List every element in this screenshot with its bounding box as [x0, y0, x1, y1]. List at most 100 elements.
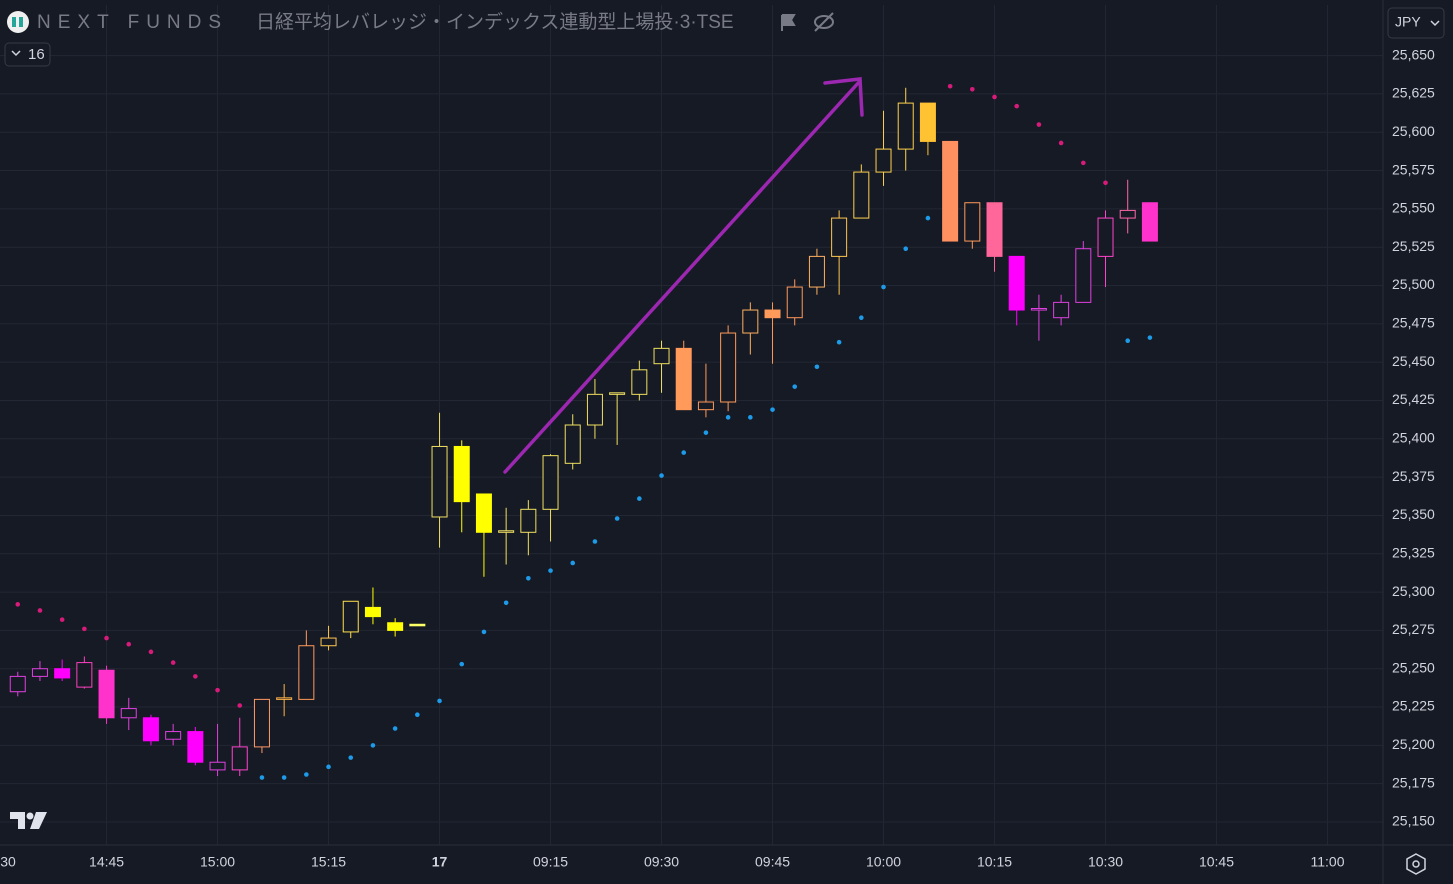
y-tick-label: 25,475 — [1392, 315, 1435, 331]
currency-button[interactable] — [1387, 7, 1445, 39]
candle-body — [120, 708, 137, 719]
sar-dot — [15, 602, 21, 607]
candle-body — [609, 392, 626, 395]
sar-dot — [259, 775, 265, 780]
candle-body — [320, 637, 337, 647]
y-tick-label: 25,600 — [1392, 123, 1435, 139]
candle-body — [342, 600, 359, 633]
plot-area — [0, 5, 1383, 845]
y-tick-label: 25,350 — [1392, 506, 1435, 522]
sar-dot — [503, 600, 509, 606]
y-tick-label: 25,400 — [1392, 429, 1435, 445]
hide-icon[interactable] — [814, 12, 834, 32]
sar-dot — [1081, 160, 1086, 166]
tv-logo — [10, 812, 47, 829]
sar-dot — [459, 661, 465, 667]
x-tick-label: 10:15 — [977, 854, 1012, 870]
sar-dot — [592, 539, 598, 544]
sar-dot — [970, 87, 975, 92]
x-tick-label: 10:30 — [1088, 854, 1123, 870]
candle-body — [276, 697, 293, 700]
candle-body — [1119, 209, 1136, 219]
flag-icon[interactable] — [781, 14, 796, 31]
candle-body — [187, 731, 204, 763]
x-tick-label: 15:00 — [200, 854, 235, 870]
y-tick-label: 25,450 — [1392, 353, 1435, 369]
sar-dot — [392, 726, 398, 731]
indicator-toggle[interactable] — [4, 42, 51, 67]
sar-dot — [770, 407, 775, 412]
sar-dot — [170, 660, 176, 665]
candle-body — [631, 369, 648, 395]
settings-icon[interactable] — [1406, 853, 1426, 875]
symbol-name: NEXT FUNDS — [37, 12, 228, 33]
x-tick-label: 09:30 — [644, 854, 679, 870]
logo-mark — [19, 17, 23, 27]
sar-dot — [370, 743, 376, 748]
candle-body — [253, 698, 270, 748]
candle-body — [786, 286, 803, 319]
y-tick-label: 25,225 — [1392, 698, 1435, 714]
candle-body — [1075, 248, 1092, 303]
logo-mark — [12, 17, 16, 27]
candle-body — [1053, 301, 1070, 319]
candle-body — [742, 309, 759, 334]
trend-arrow — [503, 77, 864, 474]
sar-dot — [570, 560, 576, 566]
candle-body — [453, 445, 470, 503]
y-tick-label: 25,300 — [1392, 583, 1435, 599]
candle-body — [1008, 255, 1025, 311]
sar-dot — [1058, 140, 1064, 146]
candle-body — [964, 202, 981, 242]
candle-body — [808, 255, 825, 288]
candle-body — [76, 662, 93, 688]
candle-body — [209, 761, 226, 771]
sar-dot — [82, 626, 87, 632]
candle-body — [142, 717, 159, 742]
sar-dot — [548, 568, 553, 573]
indicator-count: 16 — [28, 46, 45, 63]
sar-dot — [104, 635, 109, 641]
candle-body — [409, 623, 426, 627]
y-tick-label: 25,325 — [1392, 544, 1435, 560]
y-tick-label: 25,500 — [1392, 276, 1435, 292]
candle-body — [697, 401, 714, 411]
y-tick-label: 25,200 — [1392, 736, 1435, 752]
sar-dot — [1147, 335, 1153, 340]
symbol-logo — [7, 11, 29, 33]
y-tick-label: 25,425 — [1392, 391, 1435, 407]
candle-body — [475, 493, 492, 533]
candle-body — [986, 202, 1003, 257]
candle-body — [586, 393, 603, 426]
sar-dot — [725, 415, 731, 420]
sar-dot — [947, 83, 953, 89]
y-tick-label: 25,550 — [1392, 200, 1435, 216]
candle-body — [498, 530, 515, 533]
sar-dot — [215, 687, 220, 693]
candle-body — [831, 217, 848, 257]
currency-chevron — [1430, 20, 1440, 27]
sar-dot — [348, 755, 354, 760]
x-tick-label: 09:45 — [755, 854, 790, 870]
candle-body — [1141, 202, 1158, 242]
sar-dot — [237, 703, 243, 708]
sar-dot — [659, 473, 664, 478]
candle-body — [387, 622, 404, 631]
x-tick-label: 15:15 — [311, 854, 346, 870]
candle-body — [720, 332, 737, 403]
arrow-shaft — [503, 79, 862, 474]
candle-body — [1030, 308, 1047, 311]
x-tick-label: 11:00 — [1311, 854, 1345, 870]
candle-body — [31, 668, 48, 677]
sar-dot — [925, 215, 931, 221]
arrow-head — [823, 77, 864, 117]
symbol-title: 日経平均レバレッジ・インデックス連動型上場投·3·TSE — [256, 11, 734, 33]
sar-dot — [193, 674, 198, 679]
x-tick-label: 30 — [0, 854, 16, 870]
candle-body — [1097, 217, 1114, 257]
candle-body — [98, 669, 115, 719]
sar-dot — [59, 617, 65, 622]
x-tick-label: 10:45 — [1199, 854, 1234, 870]
candle-body — [897, 102, 914, 150]
